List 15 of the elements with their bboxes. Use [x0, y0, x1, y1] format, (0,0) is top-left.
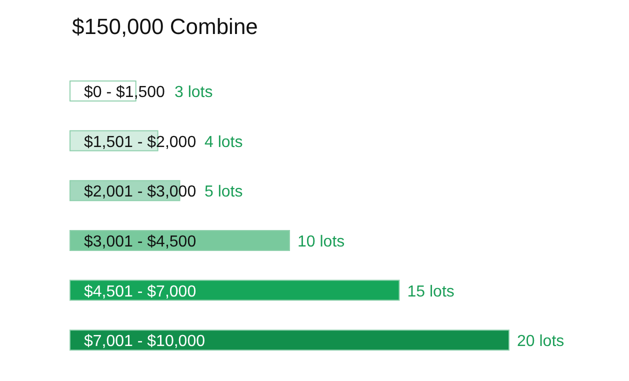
y-tick-label: $0 - $1,500 — [84, 84, 166, 101]
y-tick-label: $4,501 - $7,000 — [84, 283, 196, 300]
y-tick-label: $1,501 - $2,000 — [84, 134, 196, 151]
bar — [70, 330, 510, 351]
data-label: 20 lots — [517, 333, 564, 350]
data-label: 5 lots — [204, 184, 243, 201]
y-tick-label: $2,001 - $3,000 — [84, 184, 196, 201]
bar — [70, 280, 400, 301]
y-tick-label: $3,001 - $4,500 — [84, 233, 196, 250]
data-label: 4 lots — [204, 134, 243, 151]
chart-title: $150,000 Combine — [72, 14, 258, 40]
data-label: 3 lots — [174, 84, 213, 101]
data-label: 15 lots — [407, 283, 454, 300]
y-tick-label: $7,001 - $10,000 — [84, 333, 206, 350]
data-label: 10 lots — [298, 233, 345, 250]
